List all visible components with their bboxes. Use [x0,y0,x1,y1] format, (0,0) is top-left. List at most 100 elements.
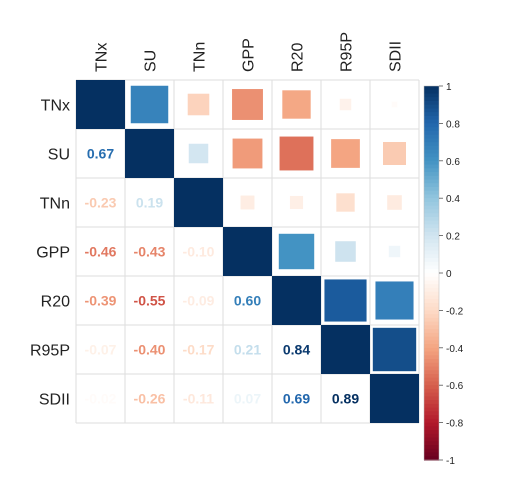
column-label-SU: SU [143,50,160,72]
corr-value-SU-TNx: 0.67 [87,146,114,162]
colorbar-segment [424,317,439,323]
corr-square-GPP-R95P [334,240,357,263]
colorbar-segment [424,127,439,132]
corr-square-SU-R95P [330,138,361,169]
corr-value-SDII-GPP: 0.07 [234,391,261,407]
colorbar-segment [424,194,439,199]
colorbar-segment [424,149,439,154]
colorbar-segment [424,258,439,263]
colorbar-segment [424,115,439,121]
colorbar-tick-label: -0.8 [446,419,464,430]
colorbar-segment [424,310,439,315]
corr-value-R20-TNx: -0.39 [85,293,117,309]
column-label-SDII: SDII [388,41,405,72]
colorbar-segment [424,302,439,308]
corr-value-R95P-SU: -0.40 [134,342,166,358]
colorbar-tick-label: 0.8 [446,119,460,130]
corr-square-SU-GPP [231,137,264,170]
colorbar-segment [424,254,439,259]
colorbar-segment [424,433,439,439]
colorbar-segment [424,437,439,442]
corr-square-SU-SDII [382,141,407,166]
colorbar-segment [424,388,439,394]
colorbar-segment [424,385,439,390]
row-label-TNx: TNx [41,98,70,115]
corr-square-TNn-GPP [239,194,256,211]
corr-square-TNn-R95P [335,192,356,213]
colorbar-segment [424,231,439,237]
corr-value-R20-SU: -0.55 [134,293,166,309]
colorbar-segment [424,123,439,128]
colorbar-segment [424,456,439,461]
colorbar-segment [424,452,439,457]
corr-value-R95P-TNx: -0.07 [85,342,117,358]
colorbar-segment [424,97,439,102]
column-label-R95P: R95P [339,32,356,72]
colorbar-segment [424,112,439,117]
colorbar-tick-label: 0.2 [446,232,460,243]
tiles-layer [76,80,419,423]
diagonal-tile-R20-R20 [272,276,321,325]
colorbar-segment [424,373,439,379]
corr-square-TNx-SDII [390,100,399,109]
colorbar-segment [424,250,439,255]
corr-square-TNx-R95P [338,97,353,112]
colorbar-segment [424,172,439,177]
colorbar-segment [424,108,439,113]
row-label-TNn: TNn [40,196,70,213]
colorbar-segment [424,344,439,349]
colorbar-tick-label: -1 [446,456,455,467]
colorbar-segment [424,321,439,326]
corr-square-GPP-SDII [387,244,402,259]
colorbar-segment [424,407,439,412]
colorbar-segment [424,299,439,304]
colorbar-segment [424,362,439,368]
diagonal-tile-R95P-R95P [321,325,370,374]
colorbar-segment [424,325,439,330]
colorbar-segment [424,280,439,285]
colorbar-segment [424,224,439,229]
colorbar-segment [424,441,439,446]
colorbar-segment [424,104,439,110]
colorbar-segment [424,164,439,169]
diagonal-tile-SU-SU [125,129,174,178]
diagonal-tile-GPP-GPP [223,227,272,276]
colorbar-segment [424,183,439,188]
colorbar-segment [424,269,439,274]
row-label-GPP: GPP [36,245,70,262]
colorbar-segment [424,138,439,143]
colorbar-segment [424,220,439,225]
colorbar-segment [424,295,439,300]
column-label-TNn: TNn [192,42,209,72]
corr-value-SDII-R95P: 0.89 [332,391,359,407]
colorbar-segment [424,392,439,398]
colorbar-segment [424,291,439,297]
colorbar-segment [424,201,439,207]
colorbar-segment [424,355,439,360]
colorbar-segment [424,243,439,248]
corr-square-TNn-R20 [288,194,305,211]
corr-value-GPP-TNn: -0.10 [183,244,215,260]
corr-value-R95P-GPP: 0.21 [234,342,261,358]
corr-square-SU-R20 [278,135,315,172]
colorbar-segment [424,216,439,222]
corr-square-SU-TNn [187,142,210,165]
colorbar-segment [424,273,439,278]
colorbar-segment [424,190,439,196]
colorbar-segment [424,448,439,454]
corr-value-R20-GPP: 0.60 [234,293,261,309]
colorbar-segment [424,366,439,371]
corr-value-SDII-TNx: -0.02 [85,391,117,407]
colorbar-segment [424,142,439,147]
colorbar-tick-label: 0.6 [446,157,460,168]
colorbar-segment [424,276,439,282]
colorbar-segment [424,179,439,184]
corr-value-GPP-SU: -0.43 [134,244,166,260]
corr-square-TNx-SU [129,84,170,125]
colorbar-segment [424,168,439,173]
corr-square-TNn-SDII [386,194,403,211]
colorbar-segment [424,153,439,158]
row-labels: TNx SU TNn GPP R20 R95P SDII [30,98,70,409]
corr-value-R20-TNn: -0.09 [183,293,215,309]
corr-square-TNx-R20 [281,89,312,120]
